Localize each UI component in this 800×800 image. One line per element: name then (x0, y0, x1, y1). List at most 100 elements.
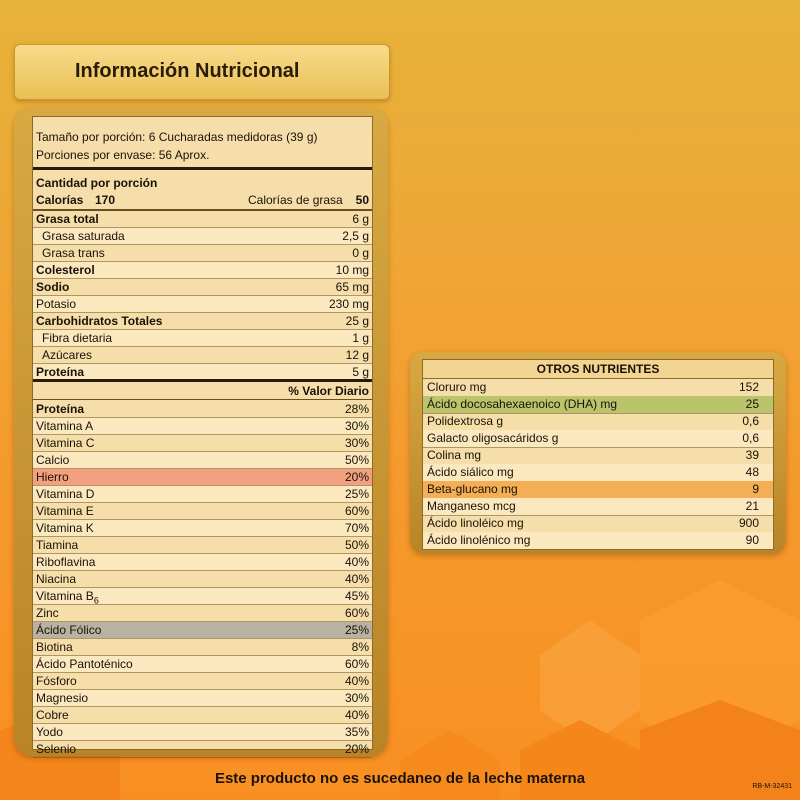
row-divider (33, 502, 372, 503)
daily-value-label: Tiamina (36, 538, 79, 552)
nutrient-value: 6 g (352, 212, 369, 226)
daily-value-value: 50% (344, 538, 369, 552)
daily-value-value: 8% (351, 640, 369, 654)
daily-value-value: 60% (344, 504, 369, 518)
other-nutrient-label: Beta-glucano mg (427, 482, 518, 496)
daily-value-label: Ácido Fólico (36, 623, 102, 637)
daily-value-row: Cobre 40% (33, 707, 372, 723)
nutrient-label: Sodio (36, 280, 70, 294)
row-divider (33, 638, 372, 639)
nutrient-value: 12 g (345, 348, 369, 362)
nutrient-row: Colesterol 10 mg (33, 262, 372, 278)
daily-value-label: Calcio (36, 453, 70, 467)
daily-value-value: 30% (344, 436, 369, 450)
serving-size: Tamaño por porción: 6 Cucharadas medidor… (33, 129, 372, 145)
nutrient-value: 65 mg (335, 280, 369, 294)
nutrient-row: Fibra dietaria 1 g (33, 330, 372, 346)
daily-value-row: Yodo 35% (33, 724, 372, 740)
nutrient-row: Potasio 230 mg (33, 296, 372, 312)
other-nutrients-title: OTROS NUTRIENTES (423, 360, 773, 379)
other-nutrient-row: Ácido linolénico mg 90 (423, 532, 773, 549)
row-divider (33, 536, 372, 537)
daily-value-label: Yodo (36, 725, 63, 739)
daily-value-row: Vitamina E 60% (33, 503, 372, 519)
daily-value-header: % Valor Diario (33, 383, 372, 399)
nutrient-label: Azúcares (42, 348, 93, 362)
row-divider (33, 417, 372, 418)
nutrient-label: Colesterol (36, 263, 95, 277)
nutrient-value: 25 g (345, 314, 369, 328)
nutrient-value: 2,5 g (342, 229, 369, 243)
amount-per-serving-header: Cantidad por porción (33, 175, 372, 191)
other-nutrient-row: Polidextrosa g 0,6 (423, 413, 773, 430)
daily-value-row: Biotina 8% (33, 639, 372, 655)
other-nutrient-value: 0,6 (742, 414, 759, 428)
other-nutrient-row: Ácido siálico mg 48 (423, 464, 773, 481)
daily-value-value: 28% (344, 402, 369, 416)
row-divider (33, 295, 372, 296)
row-divider (423, 549, 773, 550)
divider (33, 167, 372, 170)
registration-code: RB-M-32431 (752, 783, 792, 790)
other-nutrients-panel: OTROS NUTRIENTES Cloruro mg 152 Ácido doco… (410, 352, 786, 554)
nutrient-row: Azúcares 12 g (33, 347, 372, 363)
nutrition-facts-panel: Tamaño por porción: 6 Cucharadas medidor… (14, 108, 388, 758)
other-nutrient-label: Ácido linolénico mg (427, 533, 531, 547)
nutrient-row: Carbohidratos Totales 25 g (33, 313, 372, 329)
nutrient-row: Grasa trans 0 g (33, 245, 372, 261)
other-nutrient-value: 21 (745, 499, 759, 513)
daily-value-row: Selenio 20% (33, 741, 372, 757)
daily-value-value: 20% (344, 742, 369, 756)
daily-value-value: 45% (344, 589, 369, 603)
row-divider (33, 244, 372, 245)
daily-value-label: Hierro (36, 470, 69, 484)
nutrient-label: Grasa total (36, 212, 99, 226)
row-divider (423, 447, 773, 448)
row-divider (33, 757, 372, 758)
row-divider (33, 740, 372, 741)
daily-value-header-text: % Valor Diario (288, 384, 369, 398)
other-nutrient-label: Colina mg (427, 448, 482, 462)
row-divider (33, 312, 372, 313)
row-divider (33, 468, 372, 469)
row-divider (33, 278, 372, 279)
daily-value-value: 30% (344, 419, 369, 433)
row-divider (33, 519, 372, 520)
daily-value-value: 60% (344, 606, 369, 620)
daily-value-row: Proteína 28% (33, 401, 372, 417)
servings-per-container-text: Porciones por envase: 56 Aprox. (36, 148, 210, 162)
other-nutrient-label: Galacto oligosacáridos g (427, 431, 559, 445)
other-nutrient-row: Colina mg 39 (423, 447, 773, 464)
divider (33, 209, 372, 211)
nutrient-row: Grasa saturada 2,5 g (33, 228, 372, 244)
daily-value-row: Vitamina K 70% (33, 520, 372, 536)
daily-value-value: 25% (344, 487, 369, 501)
daily-value-label: Vitamina E (36, 504, 94, 518)
fat-calories-value: 50 (355, 193, 369, 207)
other-nutrient-label: Ácido docosahexaenoico (DHA) mg (427, 397, 618, 411)
other-nutrient-value: 900 (738, 516, 759, 530)
serving-size-text: Tamaño por porción: 6 Cucharadas medidor… (36, 130, 318, 144)
other-nutrient-row: Galacto oligosacáridos g 0,6 (423, 430, 773, 447)
divider (33, 379, 372, 382)
daily-value-label: Ácido Pantoténico (36, 657, 133, 671)
fat-calories-label: Calorías de grasa (248, 193, 343, 207)
daily-value-label: Proteína (36, 402, 85, 416)
daily-value-label: Riboflavina (36, 555, 96, 569)
nutrient-value: 1 g (352, 331, 369, 345)
daily-value-label: Vitamina B6 (36, 589, 99, 606)
disclaimer-text: Este producto no es sucedaneo de la lech… (214, 770, 586, 787)
other-nutrient-value: 25 (745, 397, 759, 411)
row-divider (33, 451, 372, 452)
nutrient-row: Grasa total 6 g (33, 211, 372, 227)
row-divider (33, 485, 372, 486)
other-nutrient-label: Cloruro mg (427, 380, 487, 394)
nutrient-row: Sodio 65 mg (33, 279, 372, 295)
row-divider (33, 672, 372, 673)
other-nutrient-label: Ácido linoléico mg (427, 516, 524, 530)
title-banner: Información Nutricional (14, 44, 390, 100)
row-divider (33, 553, 372, 554)
daily-value-row: Zinc 60% (33, 605, 372, 621)
row-divider (33, 621, 372, 622)
daily-value-row: Vitamina C 30% (33, 435, 372, 451)
